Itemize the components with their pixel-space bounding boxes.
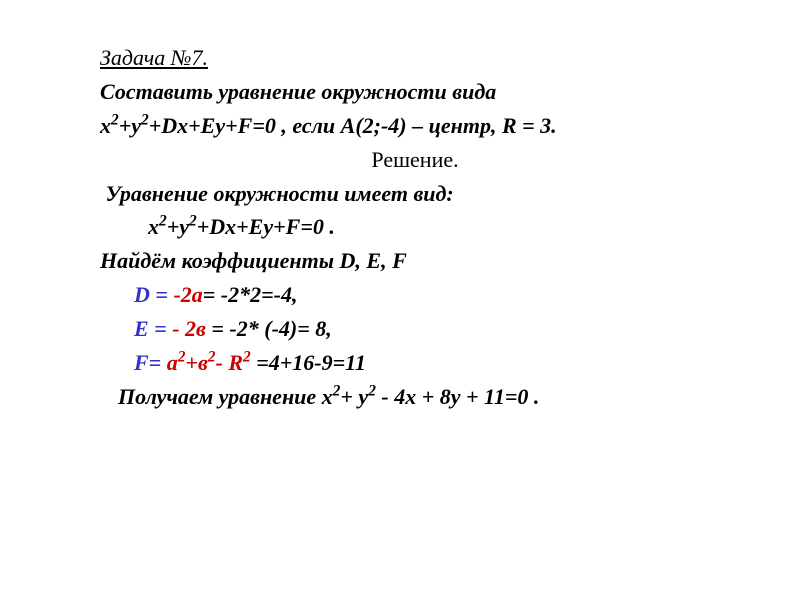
general-equation: x2+y2+Dx+Ey+F=0 , xyxy=(100,113,292,138)
fe-y-sq: 2 xyxy=(189,213,197,230)
form-eq: x2+y2+Dx+Ey+F=0 . xyxy=(148,214,335,239)
find-coeffs-text: Найдём коэффициенты xyxy=(100,248,340,273)
f-r-sq: 2 xyxy=(243,349,251,366)
f-a: a xyxy=(167,350,178,375)
eq-plus-y: +y xyxy=(119,113,141,138)
coeff-d-line: D = -2a= -2*2=-4, xyxy=(100,279,730,311)
res-x: x xyxy=(322,384,333,409)
problem-statement-line-1: Составить уравнение окружности вида xyxy=(100,76,730,108)
coeff-f-line: F= a2+в2- R2 =4+16-9=11 xyxy=(100,347,730,379)
result-pre: Получаем уравнение xyxy=(118,384,322,409)
f-tail: =4+16-9=11 xyxy=(251,350,366,375)
res-tail: - 4x + 8y + 11=0 . xyxy=(376,384,540,409)
d-formula: -2a xyxy=(173,282,202,307)
e-formula: - 2в xyxy=(172,316,211,341)
problem-title: Задача №7. xyxy=(100,42,730,74)
cond-if: если xyxy=(292,113,340,138)
res-plus: + y xyxy=(340,384,368,409)
eq-x: x xyxy=(100,113,111,138)
coeff-e-line: E = - 2в = -2* (-4)= 8, xyxy=(100,313,730,345)
cond-r: R = 3. xyxy=(502,113,557,138)
has-form-line: Уравнение окружности имеет вид: xyxy=(100,178,730,210)
f-minus-r: - R xyxy=(216,350,244,375)
eq-rest: +Dx+Ey+F=0 , xyxy=(149,113,287,138)
fe-x: x xyxy=(148,214,159,239)
f-b-sq: 2 xyxy=(208,349,216,366)
f-plus-b: +в xyxy=(185,350,207,375)
result-line: Получаем уравнение x2+ y2 - 4x + 8y + 11… xyxy=(100,381,730,413)
coeffs-list: D, E, F xyxy=(340,248,407,273)
find-coeffs-line: Найдём коэффициенты D, E, F xyxy=(100,245,730,277)
cond-point: A(2;-4) – центр, xyxy=(341,113,502,138)
fe-py: +y xyxy=(167,214,189,239)
eq-y-sq: 2 xyxy=(141,111,149,128)
res-y-sq: 2 xyxy=(368,383,376,400)
d-label: D = xyxy=(134,282,173,307)
f-label: F= xyxy=(134,350,167,375)
solution-label: Решение. xyxy=(100,144,730,176)
form-equation-line: x2+y2+Dx+Ey+F=0 . xyxy=(100,211,730,243)
fe-rest: +Dx+Ey+F=0 . xyxy=(197,214,335,239)
d-tail: = -2*2=-4, xyxy=(203,282,298,307)
document-page: Задача №7. Составить уравнение окружност… xyxy=(0,0,800,600)
problem-statement-line-2: x2+y2+Dx+Ey+F=0 , если A(2;-4) – центр, … xyxy=(100,110,730,142)
e-label: E = xyxy=(134,316,172,341)
has-form-text: Уравнение окружности имеет вид: xyxy=(106,181,454,206)
fe-x-sq: 2 xyxy=(159,213,167,230)
eq-x-sq: 2 xyxy=(111,111,119,128)
e-tail: = -2* (-4)= 8, xyxy=(211,316,331,341)
